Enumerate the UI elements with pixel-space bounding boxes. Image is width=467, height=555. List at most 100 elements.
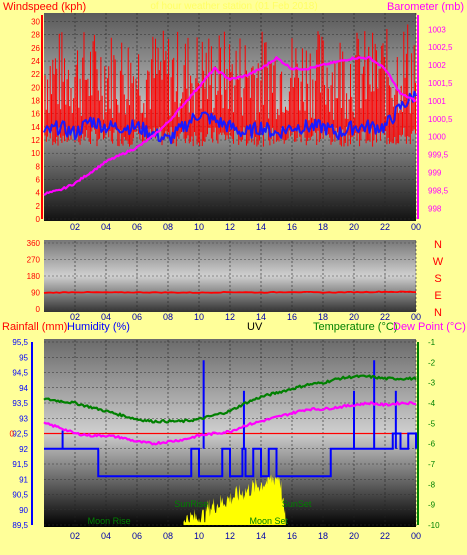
wind-y-tick-label: 4: [36, 189, 41, 198]
temperature-y-tick-label: -2: [428, 358, 436, 367]
rain-y-tick-label: 0: [10, 430, 15, 439]
direction-y-tick-label: 0: [36, 305, 41, 314]
x-tick-label: 14: [256, 222, 266, 232]
x-tick-label: 18: [318, 531, 328, 541]
humidity-label: Humidity (%): [67, 321, 130, 333]
sunrise-label: SunRise: [174, 499, 208, 509]
x-tick-label: 08: [163, 312, 173, 322]
humidity-y-tick-label: 95,5: [12, 338, 28, 347]
wind-y-tick-label: 20: [31, 83, 40, 92]
wind-y-tick-label: 18: [31, 97, 40, 106]
x-tick-label: 16: [287, 531, 297, 541]
temperature-y-tick-label: -8: [428, 480, 436, 489]
rainfall-label: Rainfall (mm): [2, 321, 67, 333]
barometer-y-tick-label: 998,5: [428, 186, 449, 195]
sun-moon-annotations: Moon Rise SunRise SunSet Moon Set: [88, 499, 312, 526]
x-tick-label: 22: [380, 531, 390, 541]
x-tick-label: 02: [70, 312, 80, 322]
x-tick-label: 00: [411, 531, 421, 541]
humidity-line: [44, 432, 417, 478]
x-tick-label: 06: [132, 312, 142, 322]
sunset-label: SunSet: [282, 499, 312, 509]
x-tick-label: 08: [163, 531, 173, 541]
barometer-y-tick-label: 999: [428, 168, 442, 177]
wind-y-tick-label: 10: [31, 149, 40, 158]
humidity-y-tick-label: 94: [19, 384, 28, 393]
x-tick-label: 04: [101, 222, 111, 232]
direction-y-tick-label: 90: [31, 289, 40, 298]
barometer-y-tick-label: 1000: [428, 133, 446, 142]
x-tick-label: 14: [256, 312, 266, 322]
x-tick-label: 20: [349, 312, 359, 322]
solar-radiation-area: [183, 471, 286, 525]
moonrise-label: Moon Rise: [88, 516, 131, 526]
barometer-label: Barometer (mb): [387, 1, 464, 13]
x-tick-label: 22: [380, 312, 390, 322]
x-tick-label: 14: [256, 531, 266, 541]
humidity-y-tick-label: 92: [19, 445, 28, 454]
dewpoint-line: [43, 401, 417, 446]
wind-y-tick-label: 24: [31, 57, 40, 66]
barometer-y-tick-label: 1003: [428, 25, 446, 34]
wind-y-tick-label: 16: [31, 110, 40, 119]
chart-title: of hour weather station (01 Feb 2018): [150, 1, 317, 12]
barometer-y-tick-label: 1002: [428, 61, 446, 70]
series-lines: [43, 24, 417, 478]
x-tick-label: 04: [101, 312, 111, 322]
direction-y-tick-label: 180: [27, 272, 41, 281]
wind-y-tick-label: 0: [36, 215, 41, 224]
x-tick-label: 12: [225, 222, 235, 232]
x-tick-label: 12: [225, 531, 235, 541]
wind-y-tick-label: 12: [31, 136, 40, 145]
x-tick-label: 22: [380, 222, 390, 232]
humidity-y-tick-label: 93: [19, 414, 28, 423]
uv-label: UV: [247, 321, 263, 333]
x-tick-label: 12: [225, 312, 235, 322]
x-tick-label: 16: [287, 312, 297, 322]
wind-y-tick-label: 14: [31, 123, 40, 132]
x-tick-label: 02: [70, 531, 80, 541]
compass-label: N: [434, 307, 442, 319]
x-tick-label: 10: [194, 531, 204, 541]
x-tick-label: 06: [132, 222, 142, 232]
humidity-y-tick-label: 94,5: [12, 369, 28, 378]
humidity-y-tick-label: 91: [19, 475, 28, 484]
windspeed-label: Windspeed (kph): [3, 1, 86, 13]
wind-average-line: [43, 90, 417, 145]
temperature-y-tick-label: -9: [428, 501, 436, 510]
x-tick-label: 18: [318, 222, 328, 232]
direction-y-tick-label: 270: [27, 256, 41, 265]
compass-label: W: [433, 256, 444, 268]
wind-y-tick-label: 8: [36, 162, 41, 171]
temperature-label: Temperature (°C): [313, 321, 397, 333]
x-tick-label: 08: [163, 222, 173, 232]
temperature-y-tick-label: -3: [428, 379, 436, 388]
x-tick-label: 18: [318, 312, 328, 322]
humidity-y-tick-label: 92,5: [12, 430, 28, 439]
barometer-y-tick-label: 999,5: [428, 151, 449, 160]
x-tick-label: 04: [101, 531, 111, 541]
compass-label: S: [434, 273, 441, 285]
humidity-y-tick-label: 95: [19, 353, 28, 362]
direction-y-tick-label: 360: [27, 239, 41, 248]
barometer-y-tick-label: 1000,5: [428, 115, 453, 124]
x-tick-label: 00: [411, 222, 421, 232]
humidity-y-tick-label: 90,5: [12, 491, 28, 500]
x-tick-label: 20: [349, 222, 359, 232]
temperature-y-tick-label: -1: [428, 338, 436, 347]
temperature-y-tick-label: -10: [428, 521, 440, 530]
x-tick-label: 10: [194, 312, 204, 322]
barometer-y-tick-label: 1002,5: [428, 43, 453, 52]
wind-y-tick-label: 22: [31, 70, 40, 79]
moonset-label: Moon Set: [249, 516, 288, 526]
barometer-line: [43, 55, 417, 196]
humidity-y-tick-label: 93,5: [12, 399, 28, 408]
wind-y-tick-label: 30: [31, 18, 40, 27]
wind-gust-band: [44, 24, 416, 147]
barometer-y-tick-label: 1001: [428, 97, 446, 106]
dewpoint-label: Dew Point (°C): [393, 321, 466, 333]
x-tick-label: 00: [411, 312, 421, 322]
temperature-y-tick-label: -7: [428, 460, 436, 469]
wind-y-tick-label: 2: [36, 202, 41, 211]
